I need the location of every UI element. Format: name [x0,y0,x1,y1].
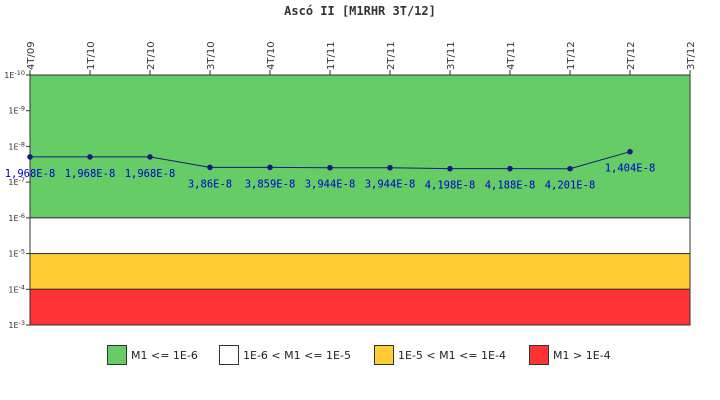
data-point [387,164,393,171]
x-tick-label: 4T/09 [26,41,37,70]
x-tick-label: 2T/12 [626,41,637,70]
y-tick-label: 1E-5 [8,248,25,259]
data-point [207,164,213,171]
legend-label: 1E-6 < M1 <= 1E-5 [243,348,351,362]
data-point [627,148,633,155]
legend-item: 1E-5 < M1 <= 1E-4 [374,344,506,366]
x-tick-label: 3T/10 [206,41,217,70]
data-point [147,154,153,160]
x-tick-label: 3T/11 [446,41,457,70]
data-label: 3,944E-8 [305,179,356,191]
y-tick-label: 1E-8 [8,140,25,151]
data-label: 3,859E-8 [245,178,296,190]
data-label: 3,86E-8 [188,178,232,190]
y-tick-label: 1E-6 [8,212,25,223]
y-tick-label: 1E-7 [8,176,25,187]
band-0 [29,74,691,219]
legend-label: 1E-5 < M1 <= 1E-4 [398,348,506,362]
data-label: 1,968E-8 [65,168,116,180]
legend-item: M1 > 1E-4 [529,344,611,366]
y-tick-label: 1E-9 [8,105,25,116]
data-point [267,164,273,171]
y-axis: 1E-10 1E-9 1E-8 1E-7 1E-6 1E-5 1E-4 1E-3 [4,69,31,330]
data-point [507,165,513,172]
data-labels: 1,968E-8 1,968E-8 1,968E-8 3,86E-8 3,859E-8 3… [5,163,656,192]
data-label: 3,944E-8 [365,179,416,191]
chart: 4T/09 1T/10 2T/10 3T/10 4T/10 1T/11 2T/11 3T/11… [4,41,697,330]
series-line [27,148,633,172]
band-3 [29,288,691,326]
legend: M1 <= 1E-6 1E-6 < M1 <= 1E-5 1E-5 < M1 <= … [0,344,720,368]
legend-swatch [529,345,549,365]
x-tick-label: 3T/12 [686,41,697,70]
y-tick-label: 1E-4 [8,283,25,294]
legend-label: M1 <= 1E-6 [131,348,198,362]
legend-label: M1 > 1E-4 [553,348,611,362]
legend-item: M1 <= 1E-6 [107,344,198,366]
data-point [567,165,573,172]
data-label: 1,404E-8 [605,163,656,175]
legend-swatch [374,345,394,365]
band-1 [29,217,691,255]
x-tick-label: 1T/11 [326,41,337,70]
legend-swatch [107,345,127,365]
x-tick-label: 4T/11 [506,41,517,70]
data-label: 1,968E-8 [5,168,56,180]
risk-bands [29,74,691,326]
x-tick-label: 1T/10 [86,41,97,70]
data-label: 4,201E-8 [545,180,596,192]
y-tick-label: 1E-3 [8,319,25,330]
data-point [327,164,333,171]
y-tick-label: 1E-10 [4,69,25,80]
legend-swatch [219,345,239,365]
band-2 [29,253,691,290]
data-label: 4,198E-8 [425,180,476,192]
x-axis: 4T/09 1T/10 2T/10 3T/10 4T/10 1T/11 2T/11 3T/11… [26,41,697,76]
data-label: 4,188E-8 [485,180,536,192]
legend-item: 1E-6 < M1 <= 1E-5 [219,344,351,366]
data-label: 1,968E-8 [125,168,176,180]
data-point [87,154,93,160]
data-point [27,154,33,160]
x-tick-label: 2T/11 [386,41,397,70]
x-tick-label: 2T/10 [146,41,157,70]
data-point [447,165,453,172]
chart-title: Ascó II [M1RHR 3T/12] [284,4,436,18]
x-tick-label: 4T/10 [266,41,277,70]
x-tick-label: 1T/12 [566,41,577,70]
